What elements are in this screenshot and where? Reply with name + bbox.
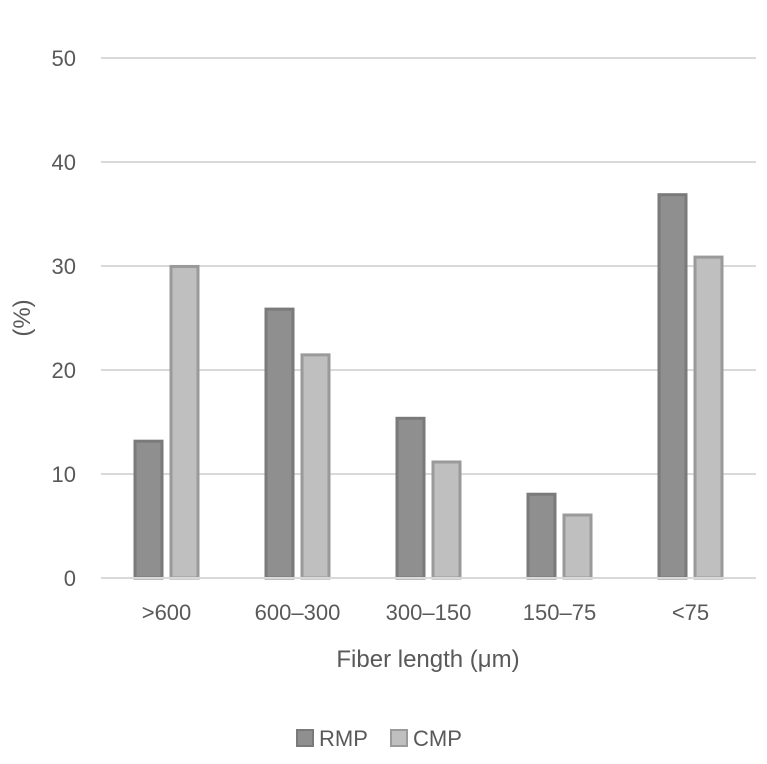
bar-rmp-0 [133,439,164,580]
y-tick-label: 0 [64,566,76,591]
bar-rmp-2 [395,416,426,580]
legend: RMP CMP [296,726,462,751]
x-axis-ticks: >600 600–300 300–150 150–75 <75 [142,600,709,625]
legend-label-rmp: RMP [319,726,368,751]
bars [133,193,724,580]
y-axis-ticks: 0 10 20 30 40 50 [52,46,76,591]
y-tick-label: 10 [52,462,76,487]
legend-swatch-cmp [390,729,408,747]
gridlines [101,57,756,475]
legend-swatch-rmp [296,729,314,747]
bar-cmp-1 [300,353,331,580]
x-axis-title: Fiber length (μm) [336,646,519,673]
y-tick-label: 30 [52,254,76,279]
bar-cmp-0 [169,264,200,580]
legend-label-cmp: CMP [413,726,462,751]
x-tick-label: 600–300 [255,600,341,625]
bar-cmp-3 [562,513,593,580]
bar-cmp-4 [693,255,724,580]
y-tick-label: 40 [52,150,76,175]
x-tick-label: 150–75 [523,600,596,625]
x-tick-label: >600 [142,600,192,625]
y-tick-label: 20 [52,358,76,383]
bar-rmp-4 [657,193,688,580]
bar-rmp-1 [264,307,295,580]
bar-rmp-3 [526,492,557,580]
x-tick-label: 300–150 [386,600,472,625]
x-tick-label: <75 [672,600,709,625]
bar-cmp-2 [431,460,462,580]
y-axis-title: (%) [9,299,36,336]
y-tick-label: 50 [52,46,76,71]
